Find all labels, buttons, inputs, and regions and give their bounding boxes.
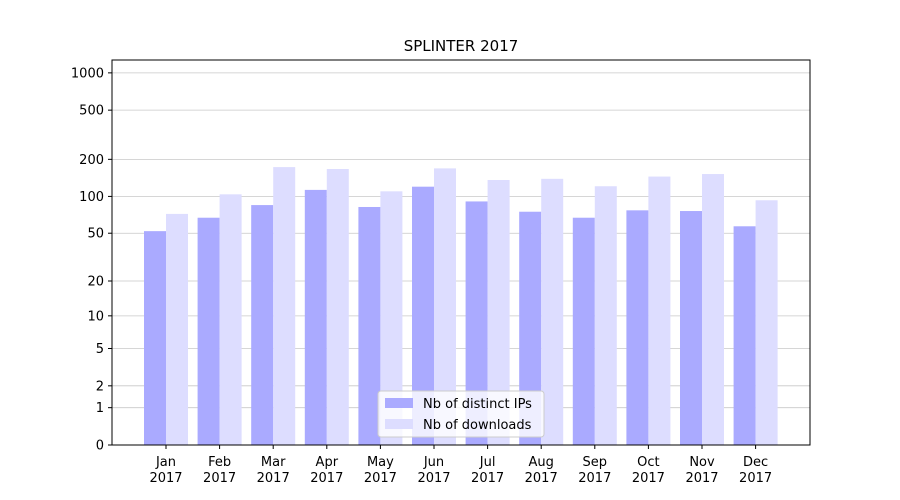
bar bbox=[755, 200, 778, 445]
bar bbox=[304, 189, 327, 445]
chart-title: SPLINTER 2017 bbox=[404, 37, 519, 55]
bar bbox=[702, 174, 724, 445]
legend: Nb of distinct IPs Nb of downloads bbox=[377, 390, 545, 438]
bar bbox=[326, 169, 349, 445]
y-tick-label: 200 bbox=[79, 153, 104, 168]
x-tick-label: Nov 2017 bbox=[685, 455, 718, 486]
x-tick-label: May 2017 bbox=[364, 455, 397, 486]
bar bbox=[733, 226, 756, 445]
bar bbox=[166, 213, 188, 445]
y-tick-label: 5 bbox=[96, 342, 104, 357]
y-tick-label: 500 bbox=[79, 104, 104, 119]
y-tick-label: 1000 bbox=[71, 66, 104, 81]
bar bbox=[358, 206, 381, 445]
y-tick-label: 0 bbox=[96, 439, 104, 454]
bar bbox=[144, 231, 166, 445]
bar bbox=[380, 191, 403, 445]
x-tick-label: Feb 2017 bbox=[203, 455, 236, 486]
bar bbox=[273, 167, 296, 445]
bar bbox=[519, 211, 542, 445]
y-tick-label: 100 bbox=[79, 190, 104, 205]
x-tick-label: Oct 2017 bbox=[632, 455, 665, 486]
bar bbox=[680, 211, 702, 445]
x-tick-label: Aug 2017 bbox=[525, 455, 558, 486]
legend-label: Nb of distinct IPs bbox=[423, 397, 532, 412]
x-tick-label: Jul 2017 bbox=[471, 455, 504, 486]
bar bbox=[626, 210, 649, 445]
x-tick-label: Apr 2017 bbox=[310, 455, 343, 486]
legend-swatch bbox=[385, 419, 413, 429]
legend-box bbox=[377, 390, 545, 438]
y-tick-label: 20 bbox=[87, 275, 104, 290]
bar bbox=[251, 205, 274, 445]
bar bbox=[541, 178, 564, 446]
bar bbox=[487, 179, 510, 445]
x-tick-label: Jan 2017 bbox=[149, 455, 182, 486]
bar bbox=[412, 186, 434, 445]
bar bbox=[197, 217, 220, 445]
x-tick-label: Mar 2017 bbox=[257, 455, 290, 486]
bar bbox=[434, 168, 456, 445]
y-tick-label: 50 bbox=[87, 227, 104, 242]
legend-label: Nb of downloads bbox=[423, 418, 532, 433]
bar bbox=[594, 186, 617, 445]
bar bbox=[572, 217, 595, 445]
x-tick-label: Jun 2017 bbox=[417, 455, 450, 486]
y-tick-label: 10 bbox=[87, 309, 104, 324]
bar bbox=[465, 201, 488, 445]
bar bbox=[648, 176, 671, 446]
x-tick-label: Sep 2017 bbox=[578, 455, 611, 486]
y-tick-label: 2 bbox=[96, 379, 104, 394]
x-tick-label: Dec 2017 bbox=[739, 455, 772, 486]
legend-swatch bbox=[385, 398, 413, 408]
plot-frame bbox=[111, 59, 811, 446]
y-tick-label: 1 bbox=[96, 401, 104, 416]
bar bbox=[219, 194, 242, 445]
